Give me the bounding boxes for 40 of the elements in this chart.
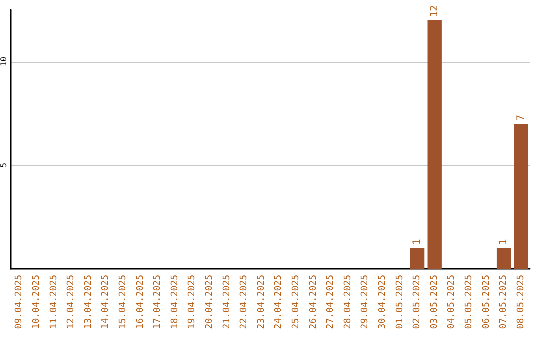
x-tick-label: 05.05.2025 [464,275,474,330]
x-tick-label: 23.04.2025 [256,275,267,330]
data-label: 1 [412,239,424,246]
x-tick-label: 12.04.2025 [66,275,77,330]
data-label: 12 [429,5,440,18]
bar [496,248,512,269]
x-tick-label: 24.04.2025 [274,275,284,330]
bar [514,124,528,269]
x-tick-label: 08.05.2025 [516,275,526,330]
y-tick-label: 10 [0,56,8,67]
x-tick-label: 18.04.2025 [170,275,180,330]
x-tick-label: 17.04.2025 [153,275,164,330]
x-tick-label: 04.05.2025 [447,275,458,330]
x-tick-label: 25.04.2025 [291,275,302,330]
x-tick-label: 30.04.2025 [378,275,388,330]
x-tick-label: 14.04.2025 [101,275,112,330]
x-tick-label: 19.04.2025 [188,275,198,330]
y-tick-label: 5 [0,162,8,168]
x-tick-label: 13.04.2025 [84,275,94,330]
x-tick-label: 03.05.2025 [430,275,440,330]
x-tick-label: 11.04.2025 [49,275,60,330]
x-tick-label: 02.05.2025 [412,275,423,330]
x-tick-label: 26.04.2025 [308,275,319,330]
x-tick-label: 27.04.2025 [326,275,336,330]
data-label: 1 [498,239,510,246]
x-tick-label: 09.04.2025 [14,275,25,330]
x-tick-label: 15.04.2025 [118,275,128,330]
data-label: 7 [516,114,527,121]
x-tick-label: 16.04.2025 [136,275,146,330]
x-tick-label: 10.04.2025 [32,275,42,330]
x-tick-label: 22.04.2025 [240,275,250,330]
bar [410,248,425,269]
x-tick-label: 29.04.2025 [360,275,371,330]
x-tick-label: 07.05.2025 [499,275,510,330]
x-tick-label: 21.04.2025 [222,275,232,330]
x-tick-label: 01.05.2025 [395,275,406,330]
x-tick-label: 28.04.2025 [343,275,354,330]
x-tick-label: 20.04.2025 [204,275,215,330]
x-tick-label: 06.05.2025 [482,275,492,330]
bar [428,20,442,269]
